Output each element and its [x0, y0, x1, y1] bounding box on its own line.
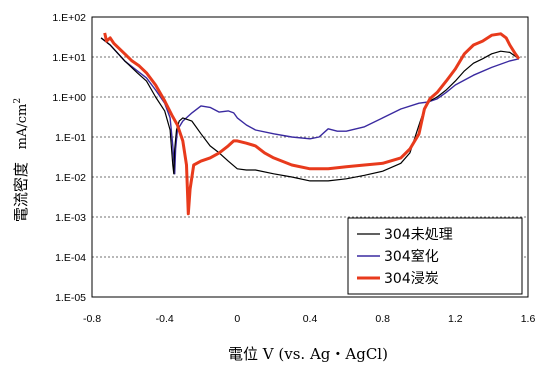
- x-tick-label: 0.8: [375, 313, 390, 325]
- x-tick-label: -0.4: [156, 313, 174, 325]
- y-tick-label: 1.E+02: [52, 12, 86, 24]
- y-tick-label: 1.E-04: [55, 252, 86, 264]
- y-tick-label: 1.E-05: [55, 292, 86, 304]
- x-tick-label: -0.8: [83, 313, 101, 325]
- x-tick-label: 1.2: [448, 313, 463, 325]
- y-axis-label: 電流密度: [12, 162, 30, 222]
- x-tick-label: 0: [234, 313, 240, 325]
- legend-label-carburized: 304浸炭: [384, 271, 439, 287]
- grid-lines: [92, 56, 528, 258]
- legend-label-nitrided: 304窒化: [384, 248, 439, 265]
- y-tick-label: 1.E-03: [55, 212, 86, 224]
- legend: 304未処理 304窒化 304浸炭: [347, 217, 523, 295]
- series-line-1: [100, 37, 520, 175]
- y-axis-unit: mA/cm: [15, 104, 30, 150]
- x-axis-title: 電位 V (vs. Ag・AgCl): [228, 345, 388, 363]
- y-tick-labels: 1.E-05 1.E-04 1.E-03 1.E-02 1.E-01 1.E+00 1.E+…: [52, 12, 86, 304]
- x-tick-label: 0.4: [303, 313, 318, 325]
- y-tick-label: 1.E-01: [55, 132, 86, 144]
- plot-frame: [91, 16, 529, 298]
- x-tick-labels: -0.8 -0.4 0 0.4 0.8 1.2 1.6: [83, 313, 535, 325]
- y-tick-label: 1.E+00: [52, 92, 86, 104]
- legend-label-untreated: 304未処理: [384, 227, 453, 243]
- y-axis-title: 電流密度 mA/cm2: [12, 98, 30, 222]
- series-lines: [100, 32, 521, 216]
- y-tick-label: 1.E-02: [55, 172, 86, 184]
- y-axis-unit-sup: 2: [13, 98, 23, 104]
- series-line-2: [103, 32, 521, 216]
- x-tick-label: 1.6: [521, 313, 536, 325]
- series-line-0: [100, 37, 520, 182]
- y-axis-title-text: 電流密度 mA/cm2: [12, 98, 30, 222]
- y-tick-label: 1.E+01: [52, 52, 86, 64]
